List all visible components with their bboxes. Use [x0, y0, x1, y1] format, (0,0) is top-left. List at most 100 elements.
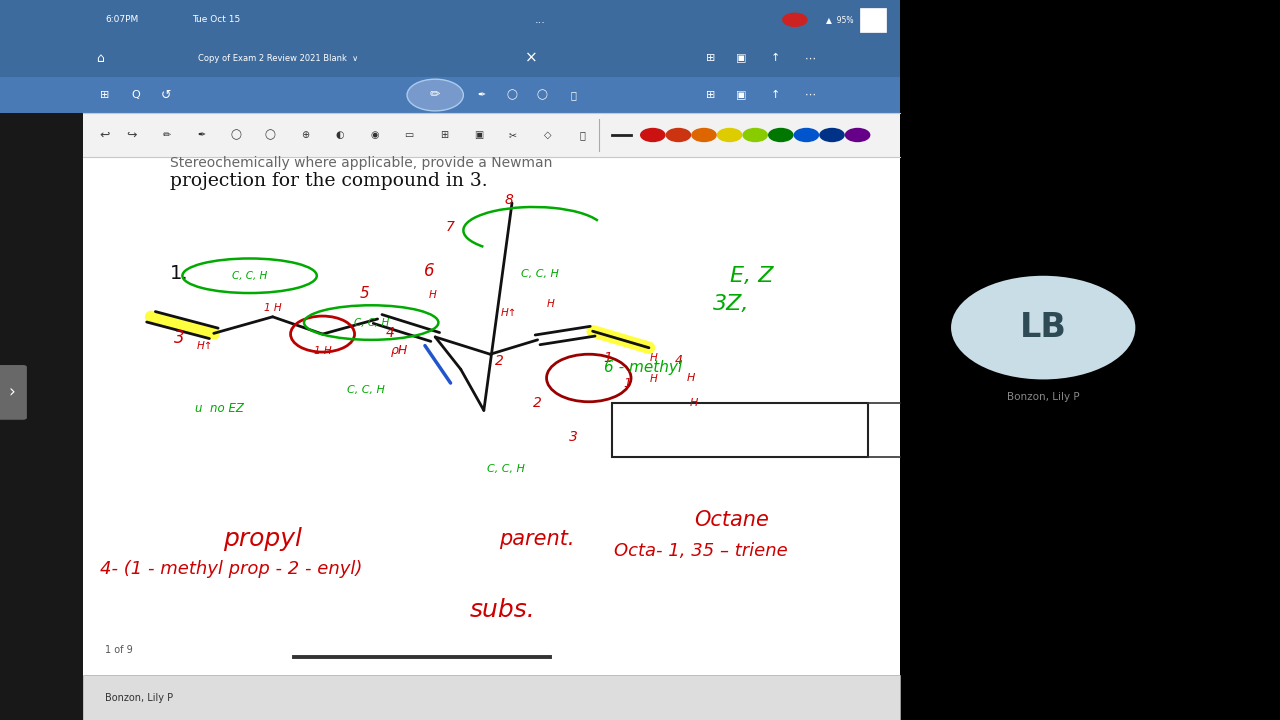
Text: ◯: ◯ [265, 130, 275, 140]
Circle shape [845, 127, 870, 143]
Text: Copy of Exam 2 Review 2021 Blank  ∨: Copy of Exam 2 Review 2021 Blank ∨ [198, 54, 358, 63]
Text: 2: 2 [534, 396, 541, 410]
Text: ◯: ◯ [230, 130, 241, 140]
Text: parent.: parent. [499, 528, 575, 549]
Circle shape [691, 127, 717, 143]
Text: 1: 1 [604, 351, 612, 365]
Text: H↑: H↑ [502, 308, 517, 318]
FancyBboxPatch shape [83, 675, 900, 720]
Text: propyl: propyl [223, 526, 302, 551]
FancyBboxPatch shape [612, 403, 868, 457]
Text: 4- (1 - methyl prop - 2 - enyl): 4- (1 - methyl prop - 2 - enyl) [100, 560, 362, 577]
FancyBboxPatch shape [0, 77, 900, 113]
Text: H: H [547, 299, 554, 309]
Text: ›: › [8, 383, 15, 402]
Text: Stereochemically where applicable, provide a Newman: Stereochemically where applicable, provi… [170, 156, 553, 171]
Text: 3: 3 [174, 329, 184, 347]
Text: ✒: ✒ [197, 130, 205, 140]
Circle shape [819, 127, 845, 143]
Circle shape [666, 127, 691, 143]
Text: 3Z,: 3Z, [713, 294, 750, 314]
Text: 3: 3 [570, 430, 577, 444]
Text: ✒: ✒ [477, 90, 485, 100]
Text: ▣: ▣ [474, 130, 483, 140]
Text: Bonzon, Lily P: Bonzon, Lily P [1007, 392, 1079, 402]
FancyBboxPatch shape [0, 0, 83, 720]
Text: ⊞: ⊞ [439, 130, 448, 140]
FancyBboxPatch shape [83, 0, 900, 720]
Text: H: H [429, 290, 436, 300]
Text: ρH: ρH [390, 344, 408, 357]
Text: ◇: ◇ [544, 130, 552, 140]
Circle shape [794, 127, 819, 143]
Text: Octane: Octane [694, 510, 768, 530]
Text: C, C, H: C, C, H [232, 271, 268, 281]
Text: ◯: ◯ [536, 90, 547, 100]
Text: ↩: ↩ [100, 128, 110, 142]
FancyBboxPatch shape [0, 0, 900, 40]
Text: ⊞: ⊞ [100, 90, 110, 100]
Text: E, Z: E, Z [730, 266, 773, 286]
Circle shape [782, 12, 808, 27]
Text: Tue Oct 15: Tue Oct 15 [192, 15, 241, 24]
Text: 1.: 1. [170, 264, 189, 283]
FancyBboxPatch shape [860, 8, 886, 32]
Text: ⌂: ⌂ [96, 52, 104, 65]
Text: 5: 5 [360, 286, 370, 300]
Text: H: H [687, 373, 695, 383]
Text: 1 H: 1 H [264, 303, 282, 313]
Text: H: H [690, 398, 698, 408]
Text: C, C, H: C, C, H [347, 385, 385, 395]
Text: ⋯: ⋯ [805, 90, 815, 100]
Text: 1 of 9: 1 of 9 [105, 645, 133, 655]
Text: u  no EZ: u no EZ [195, 402, 243, 415]
Text: C, C, H: C, C, H [521, 269, 559, 279]
Text: 6 - methyl: 6 - methyl [604, 360, 682, 374]
Circle shape [768, 127, 794, 143]
Text: 6: 6 [424, 262, 434, 280]
FancyBboxPatch shape [0, 365, 27, 420]
Text: C, C, H: C, C, H [486, 464, 525, 474]
Text: ⊞: ⊞ [705, 90, 716, 100]
Text: ⋯: ⋯ [805, 53, 815, 63]
Text: 4: 4 [387, 326, 394, 341]
Text: 2: 2 [495, 354, 503, 369]
FancyBboxPatch shape [0, 40, 900, 77]
Text: ⏱: ⏱ [580, 130, 585, 140]
Text: H: H [650, 353, 658, 363]
Circle shape [640, 127, 666, 143]
Text: Q: Q [132, 90, 140, 100]
FancyBboxPatch shape [83, 113, 900, 157]
Text: 🎤: 🎤 [571, 90, 576, 100]
Text: H↑: H↑ [197, 341, 212, 351]
Text: ↺: ↺ [161, 89, 172, 102]
Text: ↑: ↑ [771, 90, 781, 100]
Text: 7: 7 [447, 220, 454, 234]
Text: Octa- 1, 35 – triene: Octa- 1, 35 – triene [614, 541, 788, 560]
Text: ✂: ✂ [509, 130, 517, 140]
Text: ◐: ◐ [335, 130, 344, 140]
Circle shape [951, 276, 1135, 379]
Text: ▣: ▣ [736, 53, 746, 63]
Circle shape [717, 127, 742, 143]
Text: 4: 4 [675, 354, 682, 366]
Text: C, C, H: C, C, H [353, 318, 389, 328]
Text: ...: ... [535, 15, 545, 24]
Text: projection for the compound in 3.: projection for the compound in 3. [170, 173, 488, 191]
Text: H: H [650, 374, 658, 384]
Text: LB: LB [1020, 311, 1066, 344]
Text: 8: 8 [506, 193, 513, 207]
Text: ↪: ↪ [127, 128, 137, 142]
Circle shape [407, 79, 463, 111]
Text: ⊞: ⊞ [705, 53, 716, 63]
Text: ✏: ✏ [430, 89, 440, 102]
Text: 6:07PM: 6:07PM [105, 15, 138, 24]
Text: 1: 1 [623, 377, 631, 390]
Text: ↑: ↑ [771, 53, 781, 63]
Text: ×: × [525, 51, 538, 66]
Text: ▣: ▣ [736, 90, 746, 100]
Text: ◯: ◯ [507, 90, 517, 100]
Text: ▲  95%: ▲ 95% [826, 15, 852, 24]
Text: ✏: ✏ [163, 130, 170, 140]
Text: ▭: ▭ [404, 130, 413, 140]
